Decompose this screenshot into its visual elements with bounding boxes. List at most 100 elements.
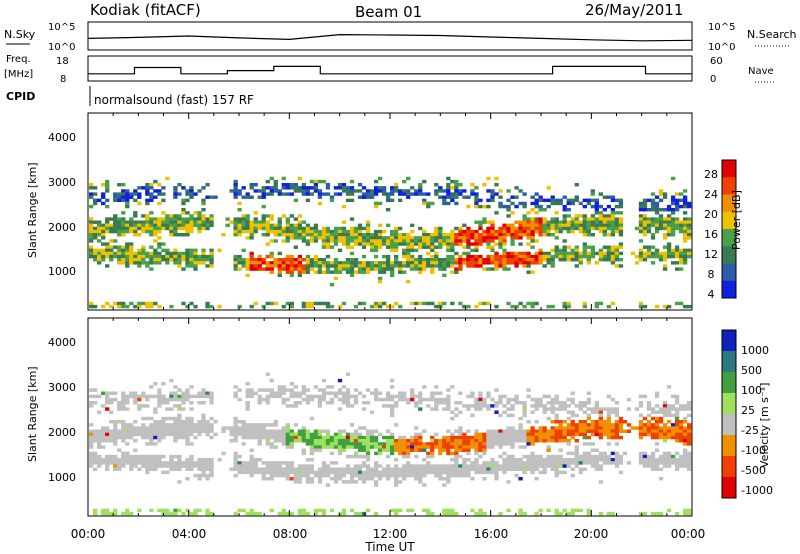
heatmap-cell bbox=[141, 261, 146, 265]
heatmap-cell bbox=[169, 254, 174, 259]
heatmap-cell bbox=[442, 301, 447, 306]
heatmap-cell bbox=[494, 470, 499, 475]
heatmap-cell bbox=[149, 435, 154, 440]
heatmap-cell bbox=[177, 407, 182, 411]
heatmap-cell bbox=[233, 183, 238, 187]
heatmap-cell bbox=[297, 236, 302, 240]
heatmap-cell bbox=[233, 261, 238, 265]
heatmap-cell bbox=[486, 189, 491, 193]
heatmap-cell bbox=[133, 198, 138, 203]
heatmap-cell bbox=[301, 220, 307, 224]
heatmap-cell bbox=[670, 461, 676, 465]
heatmap-cell bbox=[574, 217, 579, 221]
heatmap-cell bbox=[317, 229, 323, 234]
heatmap-cell bbox=[361, 301, 367, 306]
heatmap-cell bbox=[546, 258, 551, 262]
heatmap-cell bbox=[490, 258, 495, 262]
heatmap-cell bbox=[321, 258, 327, 262]
heatmap-cell bbox=[177, 458, 182, 462]
heatmap-cell bbox=[237, 208, 242, 212]
heatmap-cell bbox=[674, 198, 680, 203]
heatmap-cell bbox=[646, 229, 652, 234]
heatmap-cell bbox=[193, 217, 198, 221]
heatmap-cell bbox=[514, 429, 519, 433]
heatmap-cell bbox=[277, 220, 282, 224]
heatmap-cell bbox=[658, 220, 664, 224]
heatmap-cell bbox=[654, 254, 660, 259]
xtick-1600: 16:00 bbox=[474, 527, 509, 541]
heatmap-cell bbox=[658, 458, 664, 462]
heatmap-cell bbox=[590, 448, 595, 452]
heatmap-cell bbox=[494, 258, 499, 262]
heatmap-cell bbox=[582, 410, 587, 414]
heatmap-cell bbox=[610, 220, 616, 224]
heatmap-cell bbox=[478, 242, 483, 246]
noise-sky-series bbox=[87, 33, 693, 42]
heatmap-cell bbox=[293, 261, 298, 265]
heatmap-cell bbox=[345, 394, 351, 399]
heatmap-cell bbox=[145, 458, 150, 462]
heatmap-cell bbox=[117, 245, 122, 249]
heatmap-cell bbox=[474, 261, 479, 265]
heatmap-cell bbox=[502, 261, 507, 265]
heatmap-cell bbox=[345, 404, 351, 408]
heatmap-cell bbox=[666, 208, 672, 212]
heatmap-cell bbox=[353, 397, 359, 402]
heatmap-cell bbox=[474, 204, 479, 209]
heatmap-cell bbox=[510, 461, 515, 465]
heatmap-cell bbox=[329, 470, 335, 475]
heatmap-cell bbox=[474, 258, 479, 262]
heatmap-cell bbox=[614, 217, 620, 221]
heatmap-cell bbox=[510, 442, 515, 446]
heatmap-cell bbox=[337, 407, 343, 411]
heatmap-cell bbox=[454, 186, 459, 190]
heatmap-cell bbox=[678, 432, 684, 437]
heatmap-cell bbox=[614, 226, 620, 231]
heatmap-cell bbox=[165, 461, 170, 465]
heatmap-cell bbox=[554, 511, 559, 516]
heatmap-cell bbox=[662, 208, 668, 212]
vel-cbar-tick-25: 25 bbox=[741, 404, 755, 417]
heatmap-cell bbox=[97, 442, 102, 446]
heatmap-cell bbox=[193, 511, 198, 516]
heatmap-cell bbox=[321, 226, 327, 231]
heatmap-cell bbox=[113, 391, 118, 395]
heatmap-cell bbox=[137, 192, 142, 196]
heatmap-cell bbox=[478, 198, 483, 203]
heatmap-cell bbox=[682, 217, 688, 221]
heatmap-cell bbox=[201, 467, 206, 471]
heatmap-cell bbox=[570, 410, 575, 414]
heatmap-cell bbox=[177, 432, 182, 437]
heatmap-cell bbox=[610, 432, 616, 437]
heatmap-cell bbox=[101, 226, 106, 231]
heatmap-cell bbox=[494, 464, 499, 468]
heatmap-cell bbox=[682, 248, 688, 253]
heatmap-cell bbox=[353, 451, 359, 456]
heatmap-cell bbox=[217, 458, 222, 462]
heatmap-cell bbox=[650, 429, 656, 433]
heatmap-cell bbox=[646, 458, 652, 462]
heatmap-cell bbox=[201, 198, 206, 203]
heatmap-cell bbox=[402, 448, 407, 452]
heatmap-cell bbox=[205, 254, 210, 259]
heatmap-cell bbox=[402, 189, 407, 193]
heatmap-cell bbox=[105, 464, 110, 468]
heatmap-cell bbox=[105, 226, 110, 231]
heatmap-cell bbox=[313, 432, 319, 437]
heatmap-cell bbox=[341, 301, 347, 306]
heatmap-cell bbox=[458, 192, 463, 196]
heatmap-cell bbox=[369, 442, 375, 446]
heatmap-cell bbox=[197, 214, 202, 218]
heatmap-cell bbox=[422, 442, 427, 446]
heatmap-cell bbox=[406, 233, 411, 237]
heatmap-cell bbox=[289, 233, 294, 237]
heatmap-cell bbox=[357, 464, 363, 468]
heatmap-cell bbox=[181, 407, 186, 411]
heatmap-cell bbox=[105, 245, 110, 249]
heatmap-cell bbox=[381, 270, 387, 274]
heatmap-cell bbox=[105, 467, 110, 471]
heatmap-cell bbox=[434, 445, 439, 449]
heatmap-cell bbox=[201, 251, 206, 256]
heatmap-cell bbox=[686, 407, 692, 411]
heatmap-cell bbox=[566, 432, 571, 437]
